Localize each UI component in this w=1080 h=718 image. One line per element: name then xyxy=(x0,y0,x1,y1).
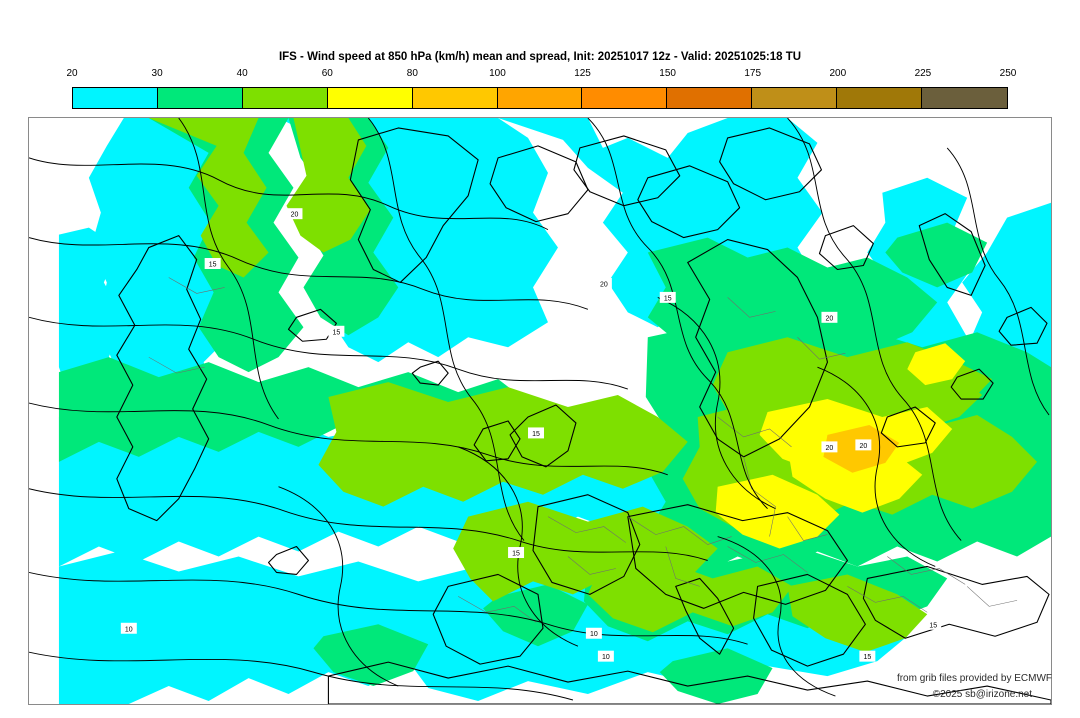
attribution-copyright: ©2025 sb@irizone.net xyxy=(932,689,1032,700)
colorbar-tick-label: 30 xyxy=(151,68,163,79)
colorbar-tick-label: 125 xyxy=(574,68,591,79)
contour-label: 20 xyxy=(600,281,608,288)
spread-contours-layer xyxy=(29,118,1050,701)
contour-label: 15 xyxy=(664,295,672,302)
contour-label: 20 xyxy=(826,315,834,322)
contour-label: 15 xyxy=(333,329,341,336)
colorbar-tick-label: 60 xyxy=(321,68,333,79)
colorbar-swatch xyxy=(497,88,583,108)
colorbar-swatch xyxy=(412,88,498,108)
page-title: IFS - Wind speed at 850 hPa (km/h) mean … xyxy=(278,51,802,63)
colorbar-swatch xyxy=(582,88,668,108)
colorbar-swatch xyxy=(667,88,753,108)
colorbar-tick-label: 150 xyxy=(659,68,676,79)
contour-label: 10 xyxy=(590,631,598,638)
contour-label: 20 xyxy=(859,443,867,450)
contour-label: 20 xyxy=(826,445,834,452)
colorbar-swatch xyxy=(837,88,923,108)
colorbar-swatch xyxy=(242,88,328,108)
colorbar-tick-label: 225 xyxy=(914,68,932,79)
attribution-source: from grib files provided by ECMWF xyxy=(896,673,1052,684)
colorbar-tick-label: 175 xyxy=(744,68,762,79)
colorbar-swatch xyxy=(327,88,413,108)
coastlines-layer xyxy=(116,127,1051,704)
colorbar-tick-label: 40 xyxy=(236,68,248,79)
colorbar-tick-label: 100 xyxy=(489,68,506,79)
map-field-svg: 20 15 15 15 xyxy=(29,118,1051,704)
contour-label: 10 xyxy=(125,626,133,633)
colorbar-tick-label: 250 xyxy=(999,68,1017,79)
colorbar-tick-label: 20 xyxy=(66,68,78,79)
colorbar-tick-labels: 20 30 40 60 80 100 125 150 175 200 225 250 xyxy=(66,68,1016,84)
contour-label: 15 xyxy=(512,551,520,558)
contour-label-group: 20 15 15 15 xyxy=(120,208,942,662)
colorbar-swatch xyxy=(752,88,838,108)
contour-label: 15 xyxy=(863,654,871,661)
contour-label: 15 xyxy=(929,622,937,629)
contour-label: 15 xyxy=(209,261,217,268)
contour-label: 20 xyxy=(291,212,299,219)
country-borders-layer xyxy=(148,277,1018,623)
field-band-40-60 xyxy=(148,118,1038,653)
colorbar-swatch xyxy=(157,88,243,108)
map-canvas[interactable]: 20 15 15 15 xyxy=(28,117,1052,705)
colorbar-tick-label: 200 xyxy=(829,68,847,79)
contour-label: 15 xyxy=(532,431,540,438)
colorbar-legend: 20 30 40 60 80 100 125 150 175 200 225 250 xyxy=(66,68,1016,111)
colorbar-swatch xyxy=(922,88,1007,108)
colorbar-swatch xyxy=(73,88,158,108)
contour-label: 10 xyxy=(602,654,610,661)
colorbar-tick-label: 80 xyxy=(406,68,418,79)
colorbar-swatches xyxy=(72,87,1008,109)
